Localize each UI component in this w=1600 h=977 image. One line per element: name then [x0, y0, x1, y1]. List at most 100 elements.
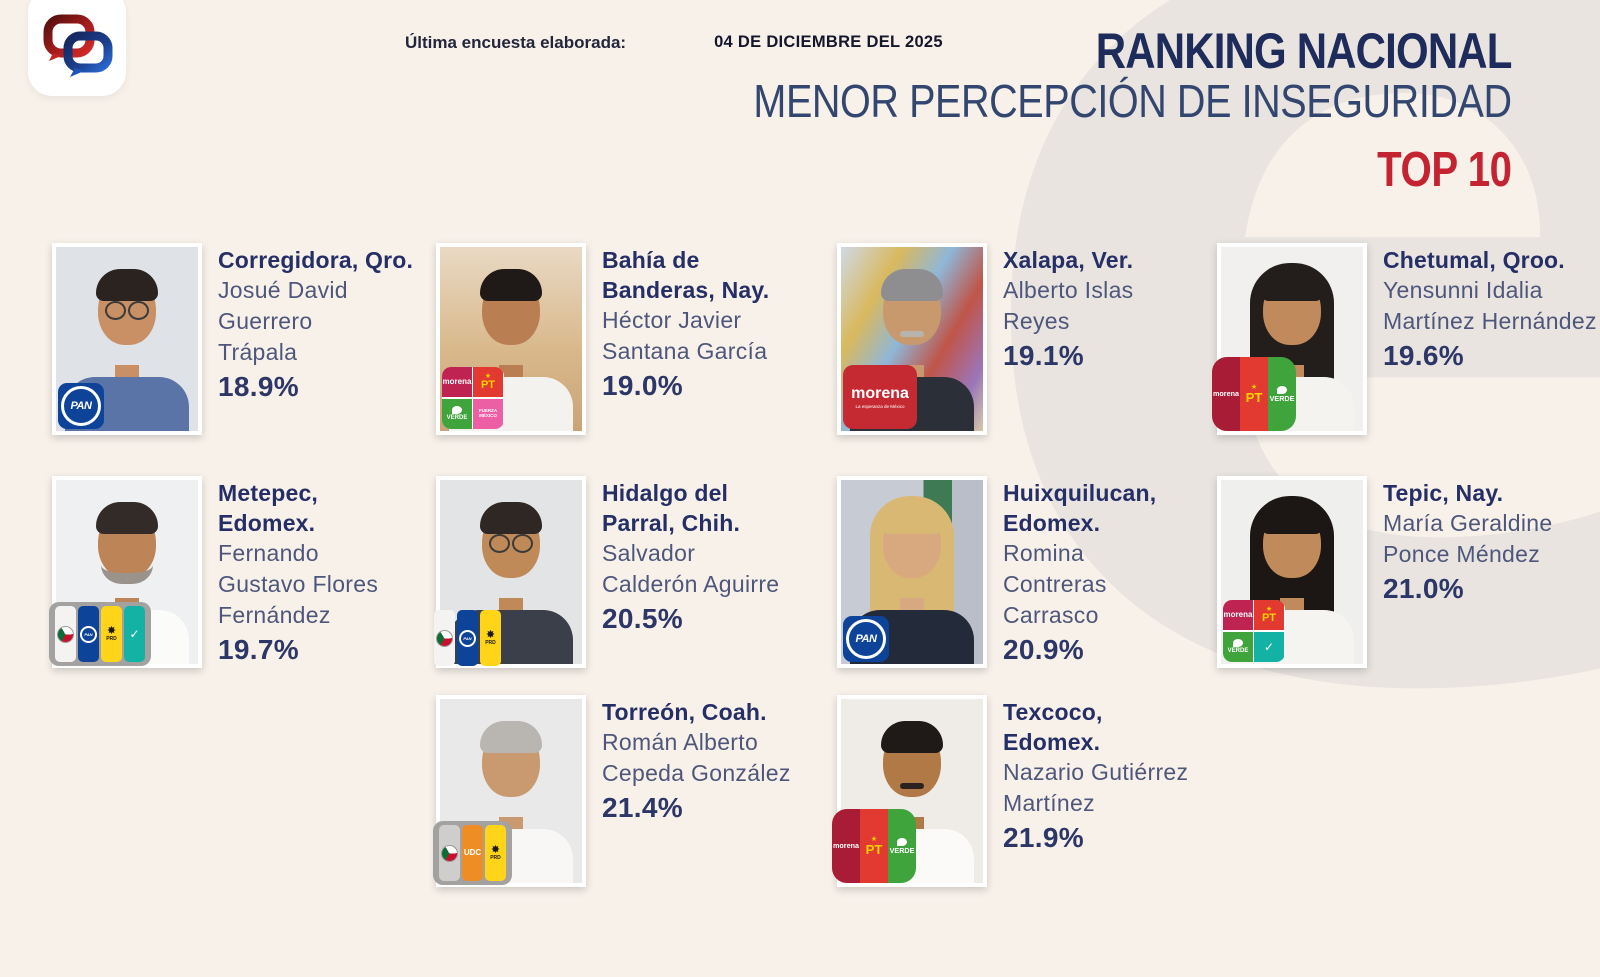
candidate-info: Corregidora, Qro. Josué David Guerrero Trá…: [218, 243, 413, 435]
candidate-photo: UDC ✸ PRD: [433, 695, 586, 887]
glasses-icon: [101, 301, 153, 320]
name-line: Alberto Islas: [1003, 277, 1134, 303]
hair-top: [480, 269, 542, 301]
party-label: FUERZA MÉXICO: [478, 408, 498, 418]
pan-emblem: PAN: [846, 619, 886, 659]
party-logo-pt: ★ PT: [473, 367, 503, 397]
candidate-info: Xalapa, Ver. Alberto Islas Reyes 19.1%: [1003, 243, 1133, 435]
party-logo-na: ✓: [124, 606, 145, 662]
party-logo-pan: PAN: [457, 610, 478, 666]
party-label: ✓: [1263, 639, 1275, 654]
party-badge-pan: PAN: [58, 383, 104, 429]
candidate-location: Bahía de Banderas, Nay.: [602, 245, 769, 305]
party-label: UDC: [463, 848, 482, 857]
candidate-photo: morena La esperanza de México: [837, 243, 987, 435]
location-line: Hidalgo del: [602, 480, 729, 506]
hair-top: [881, 269, 943, 301]
candidate-info: Chetumal, Qroo. Yensunni Idalia Martínez …: [1383, 243, 1597, 435]
hair-top: [1261, 502, 1323, 534]
morena-slogan: La esperanza de México: [855, 403, 905, 409]
candidate-percentage: 20.5%: [602, 603, 683, 634]
beard: [101, 546, 153, 584]
location-line: Xalapa, Ver.: [1003, 247, 1134, 273]
party-logo-pt: ★ PT: [860, 809, 888, 883]
party-label: ✓: [129, 627, 140, 641]
location-line: Metepec,: [218, 480, 319, 506]
candidate-name: Salvador Calderón Aguirre: [602, 538, 779, 600]
party-label: morena: [1223, 610, 1253, 619]
party-label: morena: [1213, 389, 1239, 399]
party-label: PRD: [106, 636, 117, 642]
location-line: Texcoco,: [1003, 699, 1103, 725]
candidate-percentage: 21.0%: [1383, 573, 1464, 604]
candidate-name: Fernando Gustavo Flores Fernández: [218, 538, 378, 631]
candidate-name: Héctor Javier Santana García: [602, 305, 769, 367]
candidate-name: Nazario Gutiérrez Martínez: [1003, 757, 1188, 819]
candidate-location: Torreón, Coah.: [602, 697, 791, 727]
name-line: María Geraldine: [1383, 510, 1553, 536]
name-line: Romina: [1003, 540, 1085, 566]
hair-top: [480, 721, 542, 753]
survey-label: Última encuesta elaborada:: [405, 33, 627, 52]
party-logo-pan: PAN: [78, 606, 99, 662]
ranking-entry-7: PAN Huixquilucan, Edomex. Romina Contreras…: [837, 476, 1156, 668]
party-logo-prd: ✸ PRD: [101, 606, 122, 662]
ranking-entry-4: morena ★ PT VERDE Chetumal, Qroo. Yensunni …: [1212, 243, 1597, 435]
candidate-photo: morena ★ PT VERDE: [1212, 243, 1367, 435]
page-title: RANKING NACIONAL: [1096, 23, 1513, 79]
candidate-percentage: 21.9%: [1003, 822, 1084, 853]
party-logo-prd: ✸ PRD: [485, 825, 506, 881]
background-watermark-e: e: [955, 0, 1600, 870]
candidate-location: Corregidora, Qro.: [218, 245, 413, 275]
party-logo-verde: VERDE: [442, 398, 472, 429]
party-label: VERDE: [1227, 648, 1249, 654]
coalition-badge-stripes: morena ★ PT VERDE: [832, 809, 916, 883]
hair-top: [1261, 269, 1323, 301]
candidate-percentage: 19.6%: [1383, 340, 1464, 371]
name-line: Trápala: [218, 339, 298, 365]
candidate-name: Román Alberto Cepeda González: [602, 727, 791, 789]
candidate-percentage: 19.0%: [602, 370, 683, 401]
party-label: VERDE: [1269, 393, 1295, 403]
party-logo-verde: VERDE: [1268, 357, 1296, 431]
party-badge-pan: PAN: [843, 616, 889, 662]
party-logo-pri: [439, 825, 460, 881]
candidate-info: Texcoco, Edomex. Nazario Gutiérrez Martíne…: [1003, 695, 1188, 887]
candidate-name: María Geraldine Ponce Méndez: [1383, 508, 1552, 570]
candidate-info: Huixquilucan, Edomex. Romina Contreras Carr…: [1003, 476, 1156, 668]
name-line: Guerrero: [218, 308, 313, 334]
coalition-badge-stripes: morena ★ PT VERDE: [1212, 357, 1296, 431]
party-logo-na: ✓: [1254, 631, 1284, 662]
candidate-photo: PAN: [837, 476, 987, 668]
candidate-name: Alberto Islas Reyes: [1003, 275, 1133, 337]
title-block: RANKING NACIONAL MENOR PERCEPCIÓN DE INS…: [630, 23, 1513, 195]
ranking-entry-6: PAN ✸ PRD Hidalgo del Parral, Chih. Salvado…: [434, 476, 779, 668]
coalition-badge-stripes: UDC ✸ PRD: [433, 821, 512, 885]
location-line: Chetumal, Qroo.: [1383, 247, 1565, 273]
ranking-entry-5: PAN ✸ PRD ✓ Metepec, Edomex. Fernando Gustavo…: [49, 476, 378, 668]
candidate-percentage: 21.4%: [602, 792, 683, 823]
candidate-photo: morena ★ PT VERDE ✓: [1217, 476, 1367, 668]
brand-logo-card: [28, 0, 126, 96]
party-logo-pri: [434, 610, 455, 666]
candidate-location: Hidalgo del Parral, Chih.: [602, 478, 779, 538]
ranking-entry-9: UDC ✸ PRD Torreón, Coah. Román Alberto Cepe…: [433, 695, 791, 887]
pt-star-icon: ★: [484, 373, 492, 380]
name-line: Román Alberto: [602, 729, 759, 755]
morena-wordmark: morena: [851, 384, 909, 402]
party-logo-morena: morena: [1223, 600, 1253, 630]
pan-emblem: PAN: [80, 625, 97, 643]
party-label: PT: [1245, 389, 1263, 405]
candidate-photo: morena ★ PT VERDE FUERZA MÉXICO: [436, 243, 586, 435]
location-line: Bahía de: [602, 247, 700, 273]
location-line: Tepic, Nay.: [1383, 480, 1504, 506]
location-line: Parral, Chih.: [602, 510, 741, 536]
coalition-badge-stripes: PAN ✸ PRD ✓: [49, 602, 151, 666]
name-line: Reyes: [1003, 308, 1070, 334]
coalition-badge-grid: morena ★ PT VERDE FUERZA MÉXICO: [442, 367, 504, 429]
party-logo-pt: ★ PT: [1240, 357, 1268, 431]
page-subtitle: MENOR PERCEPCIÓN DE INSEGURIDAD: [753, 75, 1513, 127]
location-line: Edomex.: [1003, 729, 1101, 755]
name-line: Santana García: [602, 338, 768, 364]
name-line: Martínez: [1003, 790, 1095, 816]
